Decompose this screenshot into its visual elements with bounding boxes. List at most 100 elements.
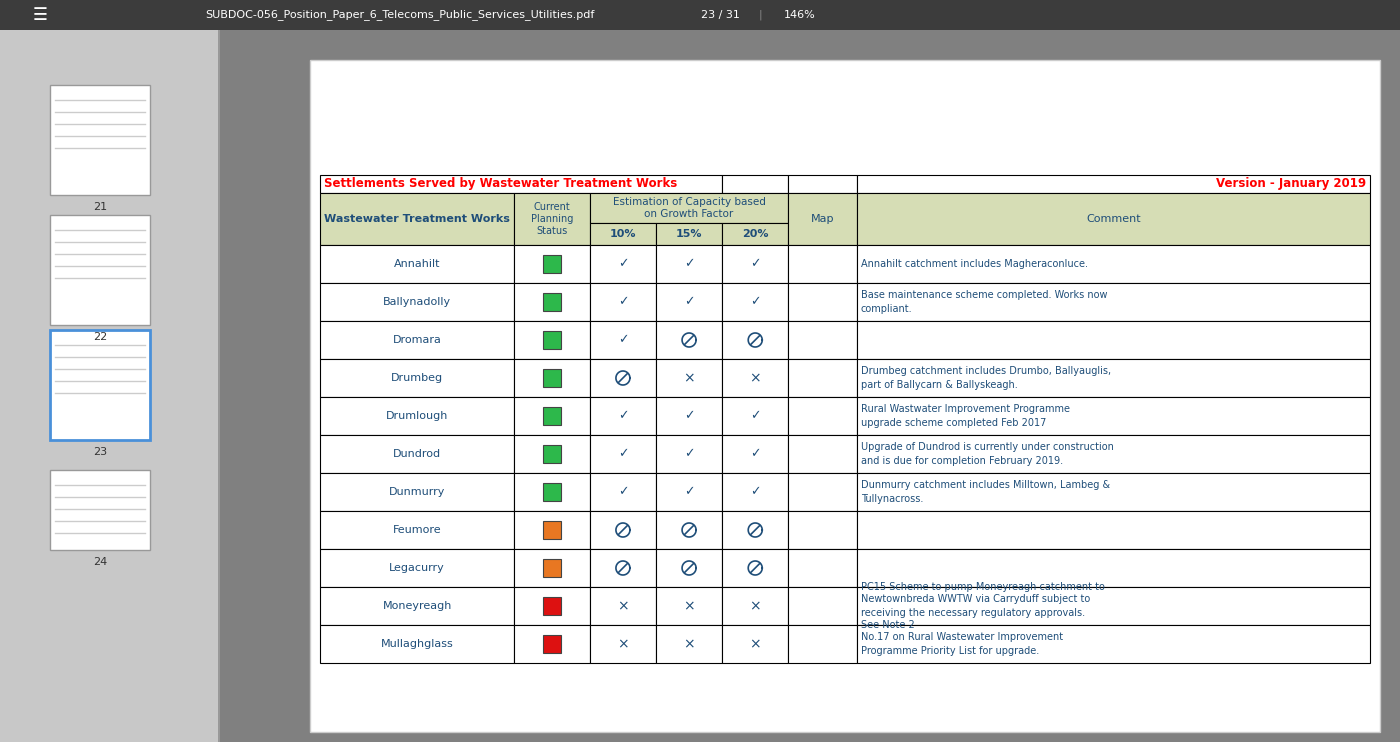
Text: Version - January 2019: Version - January 2019	[1215, 177, 1366, 191]
Bar	[657, 223, 722, 245]
Text: ✓: ✓	[750, 485, 760, 499]
Text: Settlements Served by Wastewater Treatment Works: Settlements Served by Wastewater Treatme…	[323, 177, 678, 191]
Text: ×: ×	[683, 599, 694, 613]
Text: Map: Map	[811, 214, 834, 224]
Text: 22: 22	[92, 332, 108, 342]
Text: Drumbeg: Drumbeg	[391, 373, 444, 383]
Bar	[722, 435, 788, 473]
Text: ×: ×	[617, 637, 629, 651]
Text: compliant.: compliant.	[861, 303, 913, 314]
Text: Upgrade of Dundrod is currently under construction: Upgrade of Dundrod is currently under co…	[861, 442, 1113, 453]
Text: Dunmurry catchment includes Milltown, Lambeg &: Dunmurry catchment includes Milltown, La…	[861, 481, 1110, 490]
Text: 23: 23	[92, 447, 106, 457]
Text: ×: ×	[683, 371, 694, 385]
Text: ×: ×	[749, 637, 762, 651]
Bar	[321, 511, 514, 549]
Text: ✓: ✓	[683, 410, 694, 422]
Bar	[722, 283, 788, 321]
Bar	[657, 359, 722, 397]
Bar	[788, 587, 857, 625]
Text: Legacurry: Legacurry	[389, 563, 445, 573]
Bar	[514, 245, 589, 283]
Bar	[321, 175, 722, 193]
Bar	[857, 175, 1371, 193]
Bar	[589, 359, 657, 397]
Bar	[788, 283, 857, 321]
Text: ×: ×	[617, 599, 629, 613]
Bar	[514, 359, 589, 397]
Bar	[657, 321, 722, 359]
Bar	[722, 245, 788, 283]
Text: 146%: 146%	[784, 10, 816, 20]
Text: Rural Wastwater Improvement Programme: Rural Wastwater Improvement Programme	[861, 404, 1070, 415]
Bar	[857, 283, 1371, 321]
Bar	[514, 321, 589, 359]
Bar	[321, 587, 514, 625]
Text: ✓: ✓	[683, 295, 694, 309]
Bar	[514, 397, 589, 435]
Text: 23 / 31: 23 / 31	[700, 10, 739, 20]
Text: ×: ×	[683, 637, 694, 651]
Bar	[722, 587, 788, 625]
Bar	[857, 359, 1371, 397]
Bar	[857, 625, 1371, 663]
Bar	[321, 549, 514, 587]
Bar	[589, 321, 657, 359]
Bar	[657, 283, 722, 321]
Bar	[657, 549, 722, 587]
Bar	[543, 255, 561, 273]
Bar	[589, 587, 657, 625]
Text: PC15 Scheme to pump Moneyreagh catchment to: PC15 Scheme to pump Moneyreagh catchment…	[861, 582, 1105, 591]
Bar	[321, 245, 514, 283]
Bar	[543, 331, 561, 349]
Bar	[657, 245, 722, 283]
Bar	[514, 625, 589, 663]
Bar	[543, 559, 561, 577]
Text: receiving the necessary regulatory approvals.: receiving the necessary regulatory appro…	[861, 608, 1085, 617]
Bar	[788, 625, 857, 663]
Text: 21: 21	[92, 202, 106, 212]
Bar	[589, 435, 657, 473]
Bar	[589, 223, 657, 245]
Text: |: |	[759, 10, 762, 20]
Bar	[321, 473, 514, 511]
Bar	[657, 511, 722, 549]
Text: ✓: ✓	[617, 485, 629, 499]
Text: Mullaghglass: Mullaghglass	[381, 639, 454, 649]
Bar	[0, 30, 220, 742]
Bar	[722, 321, 788, 359]
Bar	[788, 321, 857, 359]
Bar	[589, 397, 657, 435]
Bar	[514, 473, 589, 511]
Text: Current
Planning
Status: Current Planning Status	[531, 203, 573, 236]
Bar	[50, 215, 150, 325]
Text: Newtownbreda WWTW via Carryduff subject to: Newtownbreda WWTW via Carryduff subject …	[861, 594, 1089, 605]
Bar	[857, 245, 1371, 283]
Bar	[514, 193, 589, 245]
Bar	[543, 635, 561, 653]
Text: Annahilt catchment includes Magheraconluce.: Annahilt catchment includes Magheraconlu…	[861, 259, 1088, 269]
Bar	[514, 587, 589, 625]
Text: Dromara: Dromara	[392, 335, 441, 345]
Text: ✓: ✓	[683, 447, 694, 461]
Text: See Note 2: See Note 2	[861, 620, 914, 631]
Bar	[788, 193, 857, 245]
Bar	[543, 407, 561, 425]
Bar	[220, 30, 1400, 742]
Bar	[321, 397, 514, 435]
Bar	[321, 283, 514, 321]
Bar	[543, 369, 561, 387]
Bar	[321, 435, 514, 473]
Text: 24: 24	[92, 557, 108, 567]
Bar	[589, 625, 657, 663]
Bar	[857, 397, 1371, 435]
Bar	[657, 473, 722, 511]
Text: Wastewater Treatment Works: Wastewater Treatment Works	[325, 214, 510, 224]
Text: Ballynadolly: Ballynadolly	[384, 297, 451, 307]
Bar	[857, 473, 1371, 511]
Bar	[788, 245, 857, 283]
Bar	[514, 435, 589, 473]
Bar	[857, 435, 1371, 473]
Text: ✓: ✓	[617, 447, 629, 461]
Bar	[0, 0, 1400, 30]
